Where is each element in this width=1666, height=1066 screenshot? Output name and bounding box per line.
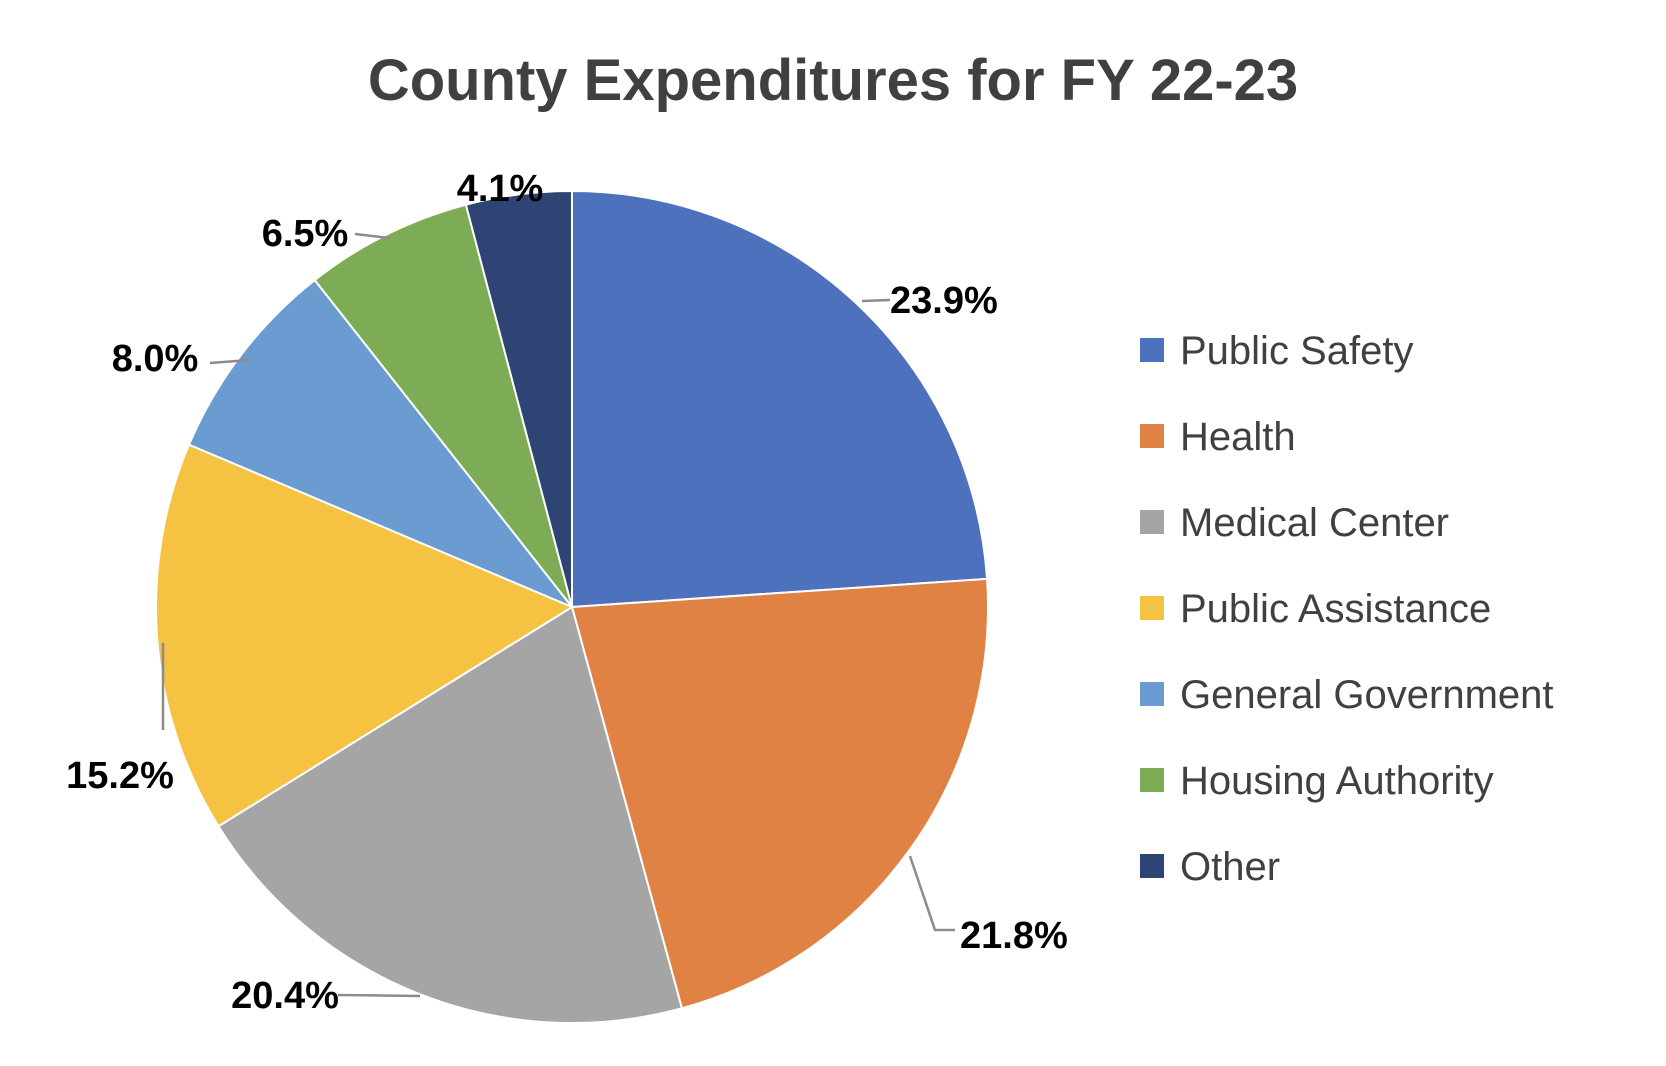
legend-swatch-health: [1140, 424, 1164, 448]
legend-swatch-public-assistance: [1140, 596, 1164, 620]
legend-swatch-other: [1140, 854, 1164, 878]
pie-slice-other: [464, 189, 573, 608]
label-leader-lines: [161, 232, 955, 998]
legend-swatch-public-safety: [1140, 338, 1164, 362]
legend-label-other: Other: [1180, 845, 1280, 889]
data-label-public-assistance: 15.2%: [66, 755, 174, 797]
data-label-medical-center: 20.4%: [231, 975, 339, 1017]
legend-label-public-assistance: Public Assistance: [1180, 587, 1491, 631]
data-label-health: 21.8%: [960, 915, 1068, 957]
data-label-other: 4.1%: [457, 168, 544, 210]
legend-label-public-safety: Public Safety: [1180, 329, 1413, 373]
data-label-housing-authority: 6.5%: [262, 213, 349, 255]
pie-slice-general-government: [187, 278, 573, 608]
legend-label-health: Health: [1180, 415, 1296, 459]
pie-slice-public-assistance: [155, 443, 575, 828]
legend-swatch-housing-authority: [1140, 768, 1164, 792]
legend-label-housing-authority: Housing Authority: [1180, 759, 1494, 803]
pie-slice-health: [570, 577, 989, 1010]
legend: Public Safety Health Medical Center Public …: [1140, 329, 1554, 889]
leader-line-medical-center: [337, 993, 421, 998]
data-label-public-safety: 23.9%: [890, 280, 998, 322]
leader-line-public-safety: [861, 298, 891, 303]
legend-swatch-general-government: [1140, 682, 1164, 706]
pie-slice-housing-authority: [313, 203, 573, 608]
pie-slice-medical-center: [217, 605, 684, 1024]
pie-slices: [155, 189, 989, 1024]
data-labels: 23.9% 21.8% 20.4% 15.2% 8.0% 6.5% 4.1%: [66, 168, 1068, 1017]
legend-swatch-medical-center: [1140, 510, 1164, 534]
legend-label-general-government: General Government: [1180, 673, 1554, 717]
legend-label-medical-center: Medical Center: [1180, 501, 1449, 545]
leader-line-housing-authority: [354, 232, 391, 240]
data-label-general-government: 8.0%: [112, 338, 199, 380]
leader-line-health: [908, 855, 955, 932]
pie-slice-public-safety: [571, 189, 989, 609]
chart-title: County Expenditures for FY 22-23: [368, 48, 1298, 113]
leader-line-general-government: [209, 358, 251, 365]
